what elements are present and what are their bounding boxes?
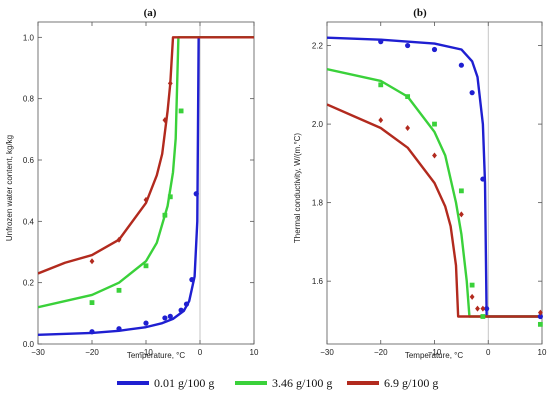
data-point-0.01-b	[405, 42, 411, 49]
y-tick-label-a: 0.6	[23, 156, 35, 165]
series-line-6.9-b	[327, 103, 542, 318]
data-point-6.9-b	[469, 293, 475, 300]
data-point-0.01-a	[193, 191, 199, 197]
data-point-6.9-b	[432, 152, 437, 159]
legend-item-0.01: 0.01 g/100 g	[117, 376, 214, 390]
y-tick-label-a: 0.2	[23, 279, 35, 288]
series-line-6.9-a	[38, 36, 254, 275]
x-tick-label-b: 0	[486, 348, 491, 357]
series-line-0.01-b	[327, 36, 542, 318]
data-point-6.9-a	[167, 80, 173, 87]
data-point-0.01-a	[89, 329, 95, 335]
panel-a-xlabel: Temperature, °C	[127, 351, 186, 360]
data-point-6.9-b	[475, 305, 480, 312]
data-point-0.01-b	[458, 62, 464, 68]
data-point-3.46-b	[432, 121, 437, 127]
data-point-3.46-a	[116, 287, 122, 293]
y-tick-label-b: 1.8	[312, 199, 324, 208]
panel-b-thermal-conductivity: (b) Thermal conductivity, W/(m.°C) Tempe…	[293, 7, 547, 360]
y-tick-label-b: 2.0	[312, 120, 324, 129]
data-point-0.01-b	[480, 176, 486, 182]
legend-item-6.9: 6.9 g/100 g	[347, 376, 438, 390]
panel-a-label: (a)	[144, 7, 157, 19]
data-point-6.9-b	[405, 125, 411, 132]
data-point-3.46-b	[469, 282, 475, 288]
data-point-6.9-b	[458, 211, 464, 218]
panel-b-ylabel: Thermal conductivity, W/(m.°C)	[293, 133, 302, 244]
data-point-3.46-a	[178, 108, 184, 114]
y-tick-label-a: 1.0	[23, 33, 35, 42]
x-tick-label-b: −20	[374, 348, 388, 357]
data-point-0.01-b	[431, 46, 438, 53]
data-point-3.46-a	[167, 194, 173, 200]
data-point-3.46-a	[89, 300, 95, 305]
plot-frame-a	[37, 21, 255, 345]
data-point-6.9-b	[378, 117, 384, 124]
data-point-0.01-b	[484, 306, 490, 312]
data-point-3.46-b	[458, 188, 464, 194]
data-point-3.46-b	[537, 321, 543, 327]
legend: 0.01 g/100 g 3.46 g/100 g 6.9 g/100 g	[117, 376, 438, 390]
data-point-6.9-a	[89, 258, 95, 265]
legend-label-3.46: 3.46 g/100 g	[272, 376, 332, 390]
data-point-6.9-b	[480, 305, 486, 312]
data-point-0.01-a	[189, 277, 195, 283]
legend-item-3.46: 3.46 g/100 g	[235, 376, 332, 390]
x-tick-label-b: −10	[428, 348, 442, 357]
y-tick-label-a: 0.8	[23, 95, 35, 104]
x-tick-label-b: 10	[538, 348, 547, 357]
y-tick-label-a: 0.0	[23, 340, 35, 349]
data-point-6.9-a	[116, 236, 122, 243]
x-tick-label-a: −30	[31, 348, 45, 357]
panel-a-ylabel: Unfrozen water content, kg/kg	[5, 135, 14, 241]
data-point-6.9-a	[162, 117, 168, 124]
data-point-0.01-b	[469, 90, 475, 96]
legend-label-6.9: 6.9 g/100 g	[384, 376, 438, 390]
data-point-0.01-a	[183, 301, 190, 307]
data-point-3.46-a	[143, 263, 149, 269]
data-point-3.46-a	[162, 212, 168, 218]
data-point-6.9-a	[143, 196, 149, 203]
x-tick-label-a: 0	[198, 348, 203, 357]
data-point-0.01-a	[167, 313, 173, 319]
panel-a-unfrozen-water: (a) Unfrozen water content, kg/kg Temper…	[5, 7, 259, 360]
data-point-0.01-a	[162, 315, 168, 321]
y-tick-label-a: 0.4	[23, 217, 35, 226]
series-line-0.01-a	[38, 36, 254, 336]
data-point-0.01-a	[143, 320, 149, 326]
data-point-3.46-b	[405, 94, 411, 100]
data-point-6.9-b	[537, 309, 543, 316]
x-tick-label-a: 10	[250, 348, 259, 357]
data-point-0.01-b	[537, 313, 543, 320]
y-tick-label-b: 1.6	[312, 277, 324, 286]
series-line-3.46-b	[327, 67, 542, 318]
panel-b-xlabel: Temperature, °C	[405, 351, 464, 360]
data-point-0.01-b	[378, 39, 384, 45]
x-tick-label-a: −10	[139, 348, 153, 357]
x-tick-label-b: −30	[320, 348, 334, 357]
data-point-3.46-b	[378, 82, 384, 88]
y-tick-label-b: 2.2	[312, 42, 324, 51]
x-tick-label-a: −20	[85, 348, 99, 357]
data-point-0.01-a	[178, 307, 184, 313]
series-line-3.46-a	[38, 36, 254, 309]
panel-b-label: (b)	[413, 7, 427, 19]
data-point-0.01-a	[116, 326, 122, 332]
legend-label-0.01: 0.01 g/100 g	[154, 376, 214, 390]
data-point-3.46-b	[480, 314, 486, 319]
